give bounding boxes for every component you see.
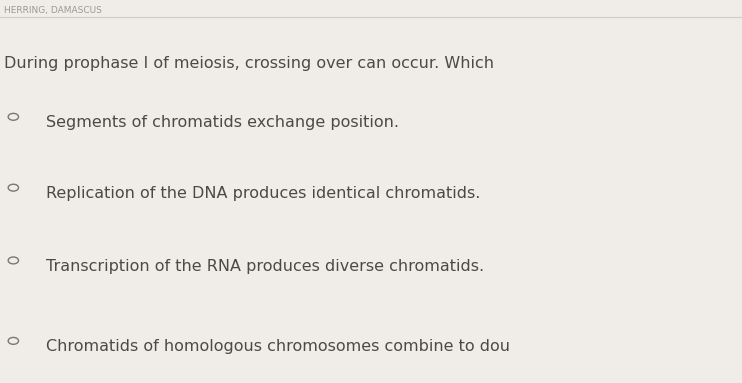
Text: During prophase I of meiosis, crossing over can occur. Which: During prophase I of meiosis, crossing o… xyxy=(4,56,493,70)
Text: HERRING, DAMASCUS: HERRING, DAMASCUS xyxy=(4,6,102,15)
Text: Chromatids of homologous chromosomes combine to dou: Chromatids of homologous chromosomes com… xyxy=(46,339,510,354)
Text: Transcription of the RNA produces diverse chromatids.: Transcription of the RNA produces divers… xyxy=(46,259,484,273)
Text: Segments of chromatids exchange position.: Segments of chromatids exchange position… xyxy=(46,115,399,130)
Text: Replication of the DNA produces identical chromatids.: Replication of the DNA produces identica… xyxy=(46,186,480,201)
